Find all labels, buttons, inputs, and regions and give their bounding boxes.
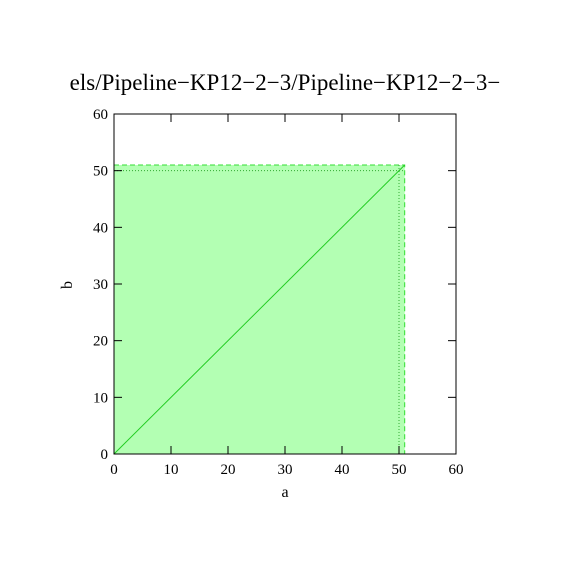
x-tick-label: 40: [335, 462, 350, 478]
x-tick-label: 60: [449, 462, 464, 478]
data-line: [113, 164, 406, 455]
x-tick-label: 50: [392, 462, 407, 478]
x-tick-label: 30: [278, 462, 293, 478]
y-axis-label: b: [59, 281, 76, 289]
x-tick-label: 0: [110, 462, 118, 478]
chart-title: els/Pipeline−KP12−2−3/Pipeline−KP12−2−3−: [70, 70, 501, 95]
y-tick-label: 50: [93, 164, 108, 180]
x-axis-label: a: [281, 484, 288, 501]
y-tick-label: 30: [93, 277, 108, 293]
x-tick-label: 10: [164, 462, 179, 478]
y-tick-label: 0: [101, 447, 109, 463]
y-tick-label: 10: [93, 390, 108, 406]
y-tick-label: 40: [93, 220, 108, 236]
x-tick-label: 20: [221, 462, 236, 478]
y-tick-label: 20: [93, 334, 108, 350]
y-tick-label: 60: [93, 107, 108, 123]
